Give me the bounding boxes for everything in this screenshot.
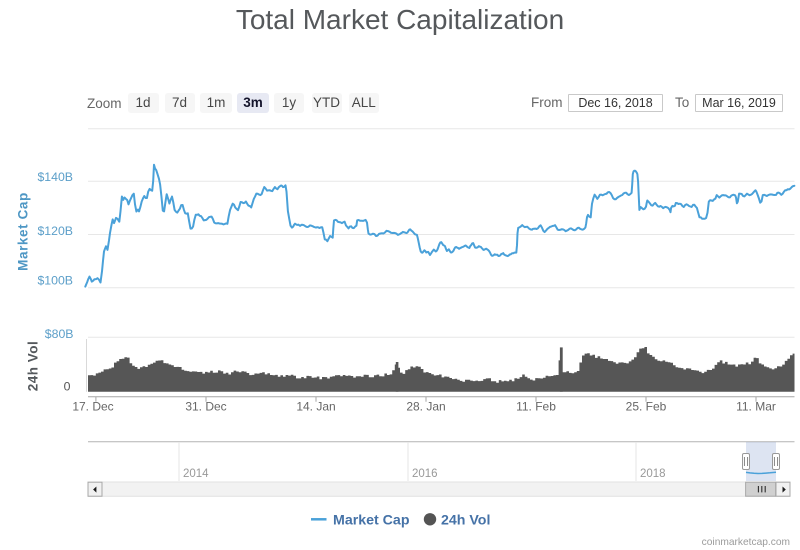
svg-text:24h Vol: 24h Vol — [26, 341, 41, 392]
svg-text:24h Vol: 24h Vol — [441, 512, 490, 528]
svg-text:$100B: $100B — [37, 273, 73, 287]
svg-text:31. Dec: 31. Dec — [185, 400, 226, 414]
svg-text:coinmarketcap.com: coinmarketcap.com — [702, 537, 790, 548]
svg-text:14. Jan: 14. Jan — [296, 400, 335, 414]
svg-text:Market Cap: Market Cap — [16, 192, 31, 271]
svg-text:25. Feb: 25. Feb — [626, 400, 667, 414]
svg-text:11. Feb: 11. Feb — [516, 400, 556, 414]
svg-text:$80B: $80B — [45, 327, 74, 341]
svg-text:2018: 2018 — [640, 468, 666, 480]
svg-text:2016: 2016 — [412, 468, 438, 480]
svg-text:$140B: $140B — [37, 170, 73, 184]
svg-text:2014: 2014 — [183, 468, 209, 480]
svg-text:17. Dec: 17. Dec — [72, 400, 113, 414]
svg-text:28. Jan: 28. Jan — [406, 400, 445, 414]
svg-text:Market Cap: Market Cap — [333, 512, 410, 528]
svg-text:$120B: $120B — [37, 224, 73, 238]
svg-text:11. Mar: 11. Mar — [736, 400, 776, 414]
svg-text:0: 0 — [64, 380, 71, 394]
